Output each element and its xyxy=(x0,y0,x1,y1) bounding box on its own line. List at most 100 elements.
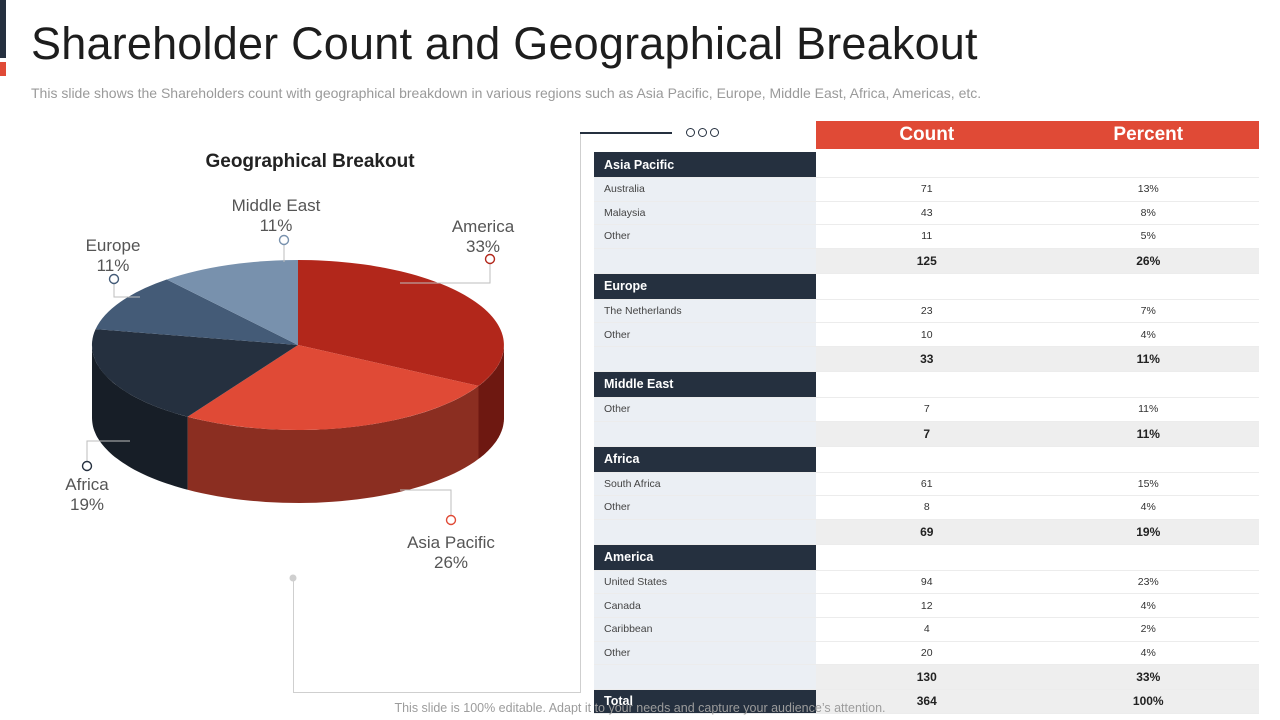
slice-label-asia-pacific: Asia Pacific xyxy=(407,533,495,552)
slice-label-middle-east: Middle East xyxy=(232,196,321,215)
row-label: United States xyxy=(594,570,816,594)
pie-slice-middle-east xyxy=(166,260,298,345)
page-subtitle: This slide shows the Shareholders count … xyxy=(31,85,982,101)
row-label: Other xyxy=(594,225,816,248)
slice-value-asia-pacific: 26% xyxy=(434,553,468,572)
row-label: Other xyxy=(594,496,816,519)
group-name: Middle East xyxy=(594,371,816,397)
row-percent: 4% xyxy=(1140,599,1156,612)
shareholder-table: Count Percent Asia Pacific Australia 71 13%… xyxy=(594,121,1259,714)
row-count: 61 xyxy=(920,477,933,490)
table-header: Count Percent xyxy=(594,121,1259,149)
row-count: 4 xyxy=(923,623,930,636)
table-subtotal-row: 130 33% xyxy=(594,665,1259,691)
table-row: United States 94 23% xyxy=(594,570,1259,595)
subtotal-percent: 33% xyxy=(1037,665,1259,690)
accent-bar-red xyxy=(0,62,6,76)
slice-value-africa: 19% xyxy=(70,495,104,514)
row-count: 12 xyxy=(920,599,933,612)
row-percent: 4% xyxy=(1140,328,1156,341)
total-count: 364 xyxy=(816,690,1038,713)
label-marker-middle-east xyxy=(278,234,290,246)
table-subtotal-row: 125 26% xyxy=(594,248,1259,274)
table-row: Other 7 11% xyxy=(594,397,1259,422)
footer-note: This slide is 100% editable. Adapt it to… xyxy=(394,701,886,715)
subtotal-count: 130 xyxy=(816,665,1038,690)
table-row: Other 8 4% xyxy=(594,496,1259,520)
table-subtotal-row: 7 11% xyxy=(594,421,1259,447)
pie-slice-africa xyxy=(91,329,298,417)
leader-line-africa xyxy=(86,440,130,461)
row-label: Australia xyxy=(594,178,816,201)
slice-value-america: 33% xyxy=(466,237,500,256)
table-group-row: Middle East xyxy=(594,371,1259,398)
subtotal-percent: 11% xyxy=(1037,346,1259,371)
subtotal-percent: 11% xyxy=(1037,421,1259,446)
pie-side-asia-pacific xyxy=(187,385,479,503)
table-group-row: Asia Pacific xyxy=(594,152,1259,178)
row-percent: 5% xyxy=(1140,230,1156,243)
row-count: 20 xyxy=(920,646,933,659)
header-percent: Percent xyxy=(1037,121,1259,149)
table-row: Other 10 4% xyxy=(594,323,1259,347)
pie-slice-america xyxy=(298,260,504,386)
row-percent: 4% xyxy=(1140,646,1156,659)
leader-line-america xyxy=(400,264,491,284)
row-count: 8 xyxy=(923,501,930,514)
slice-value-middle-east: 11% xyxy=(260,216,293,235)
group-name: Africa xyxy=(594,446,816,472)
row-count: 11 xyxy=(921,230,933,243)
group-name: Asia Pacific xyxy=(594,152,816,177)
subtotal-percent: 26% xyxy=(1037,248,1259,273)
table-subtotal-row: 69 19% xyxy=(594,519,1259,545)
row-percent: 13% xyxy=(1137,183,1159,196)
subtotal-count: 125 xyxy=(816,248,1038,273)
slice-label-africa: Africa xyxy=(65,475,109,494)
row-percent: 15% xyxy=(1137,477,1159,490)
decor-line-vertical xyxy=(293,580,294,692)
table-row: South Africa 61 15% xyxy=(594,472,1259,497)
row-percent: 7% xyxy=(1140,305,1156,318)
slice-label-america: America xyxy=(452,217,515,236)
subtotal-percent: 19% xyxy=(1037,519,1259,544)
pie-side-america xyxy=(478,345,504,459)
table-row: Other 20 4% xyxy=(594,641,1259,666)
row-label: Canada xyxy=(594,594,816,617)
decor-line-horizontal xyxy=(293,692,581,693)
table-row: Canada 12 4% xyxy=(594,594,1259,618)
row-label: Caribbean xyxy=(594,617,816,641)
chart-title: Geographical Breakout xyxy=(205,151,415,172)
group-name: America xyxy=(594,544,816,570)
subtotal-count: 33 xyxy=(816,346,1038,371)
row-count: 10 xyxy=(920,328,933,341)
decor-dot xyxy=(289,574,297,582)
accent-bar-dark xyxy=(0,0,6,58)
leader-line-asia-pacific xyxy=(400,489,452,515)
row-count: 94 xyxy=(920,576,933,589)
table-row: The Netherlands 23 7% xyxy=(594,299,1259,324)
pie-side-africa xyxy=(92,345,188,490)
subtotal-count: 69 xyxy=(816,519,1038,544)
slice-value-europe: 11% xyxy=(97,256,130,275)
pie-slice-europe xyxy=(95,279,298,345)
row-count: 71 xyxy=(920,183,933,196)
row-percent: 23% xyxy=(1137,576,1159,589)
table-total-row: Total 364 100% xyxy=(594,690,1259,714)
table-group-row: America xyxy=(594,544,1259,571)
header-count: Count xyxy=(816,121,1038,149)
row-percent: 4% xyxy=(1140,501,1156,514)
row-label: South Africa xyxy=(594,472,816,496)
decor-line-table-edge xyxy=(580,134,581,692)
group-name: Europe xyxy=(594,273,816,299)
table-group-row: Europe xyxy=(594,273,1259,300)
subtotal-count: 7 xyxy=(816,421,1038,446)
table-row: Caribbean 4 2% xyxy=(594,617,1259,642)
table-group-row: Africa xyxy=(594,446,1259,473)
table-row: Malaysia 43 8% xyxy=(594,201,1259,226)
row-label: Other xyxy=(594,641,816,665)
decor-dots xyxy=(686,128,719,137)
page-title: Shareholder Count and Geographical Break… xyxy=(31,18,978,69)
decor-dark-line xyxy=(580,132,672,134)
table-subtotal-row: 33 11% xyxy=(594,346,1259,372)
row-count: 43 xyxy=(920,206,933,219)
